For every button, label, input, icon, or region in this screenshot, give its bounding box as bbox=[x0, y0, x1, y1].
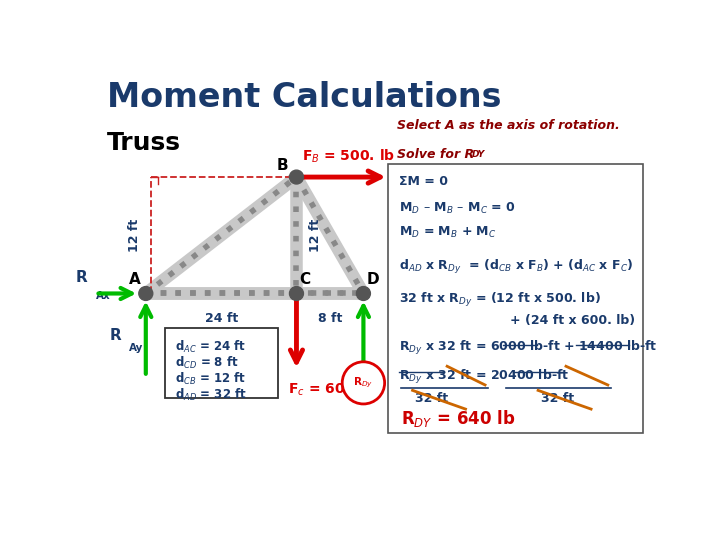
Text: R: R bbox=[76, 270, 88, 285]
Text: d$_{CD}$ = 8 ft: d$_{CD}$ = 8 ft bbox=[176, 355, 239, 371]
Text: Moment Calculations: Moment Calculations bbox=[107, 82, 501, 114]
Text: d$_{AC}$ = 24 ft: d$_{AC}$ = 24 ft bbox=[176, 339, 246, 355]
Text: D: D bbox=[366, 272, 379, 287]
Text: Solve for R: Solve for R bbox=[397, 148, 474, 161]
Text: d$_{AD}$ = 32 ft: d$_{AD}$ = 32 ft bbox=[176, 387, 247, 403]
Text: d$_{CB}$ = 12 ft: d$_{CB}$ = 12 ft bbox=[176, 371, 246, 387]
Text: Select A as the axis of rotation.: Select A as the axis of rotation. bbox=[397, 119, 620, 132]
Text: 32 ft: 32 ft bbox=[541, 393, 574, 406]
Text: 24 ft: 24 ft bbox=[204, 312, 238, 325]
Text: C: C bbox=[300, 272, 310, 287]
Text: DY: DY bbox=[472, 150, 485, 159]
Text: A: A bbox=[129, 272, 141, 287]
FancyBboxPatch shape bbox=[165, 328, 278, 398]
Text: 32 ft x R$_{Dy}$ = (12 ft x 500. lb): 32 ft x R$_{Dy}$ = (12 ft x 500. lb) bbox=[399, 292, 600, 309]
Text: d$_{AD}$ x R$_{Dy}$  = (d$_{CB}$ x F$_B$) + (d$_{AC}$ x F$_C$): d$_{AD}$ x R$_{Dy}$ = (d$_{CB}$ x F$_B$)… bbox=[399, 258, 633, 276]
FancyBboxPatch shape bbox=[388, 164, 643, 433]
Circle shape bbox=[289, 287, 303, 300]
Text: + (24 ft x 600. lb): + (24 ft x 600. lb) bbox=[510, 314, 635, 327]
Text: Ay: Ay bbox=[129, 343, 143, 353]
Text: R: R bbox=[109, 328, 121, 342]
Text: Ax: Ax bbox=[96, 292, 110, 301]
Text: 32 ft: 32 ft bbox=[415, 393, 449, 406]
Text: 12 ft: 12 ft bbox=[128, 219, 141, 252]
Text: R$_{DY}$ = 640 lb: R$_{DY}$ = 640 lb bbox=[401, 408, 516, 429]
Text: 8 ft: 8 ft bbox=[318, 312, 342, 325]
Text: R$_{Dy}$: R$_{Dy}$ bbox=[354, 376, 374, 390]
Text: F$_B$ = 500. lb: F$_B$ = 500. lb bbox=[302, 147, 395, 165]
Text: R$_{Dy}$ x 32 ft = 20400 lb-ft: R$_{Dy}$ x 32 ft = 20400 lb-ft bbox=[399, 368, 569, 386]
Text: B: B bbox=[277, 158, 289, 173]
Text: 12 ft: 12 ft bbox=[310, 219, 323, 252]
Circle shape bbox=[356, 287, 370, 300]
Circle shape bbox=[139, 287, 153, 300]
Text: M$_D$ – M$_B$ – M$_C$ = 0: M$_D$ – M$_B$ – M$_C$ = 0 bbox=[399, 201, 516, 216]
Text: ΣM = 0: ΣM = 0 bbox=[399, 175, 448, 188]
Text: M$_D$ = M$_B$ + M$_C$: M$_D$ = M$_B$ + M$_C$ bbox=[399, 225, 496, 240]
Text: R$_{Dy}$ x 32 ft = 6000 lb-ft + 14400 lb-ft: R$_{Dy}$ x 32 ft = 6000 lb-ft + 14400 lb… bbox=[399, 339, 657, 357]
Text: F$_c$ = 600. lb: F$_c$ = 600. lb bbox=[288, 381, 380, 398]
Circle shape bbox=[342, 362, 384, 404]
Text: Truss: Truss bbox=[107, 131, 181, 156]
Circle shape bbox=[289, 170, 303, 184]
